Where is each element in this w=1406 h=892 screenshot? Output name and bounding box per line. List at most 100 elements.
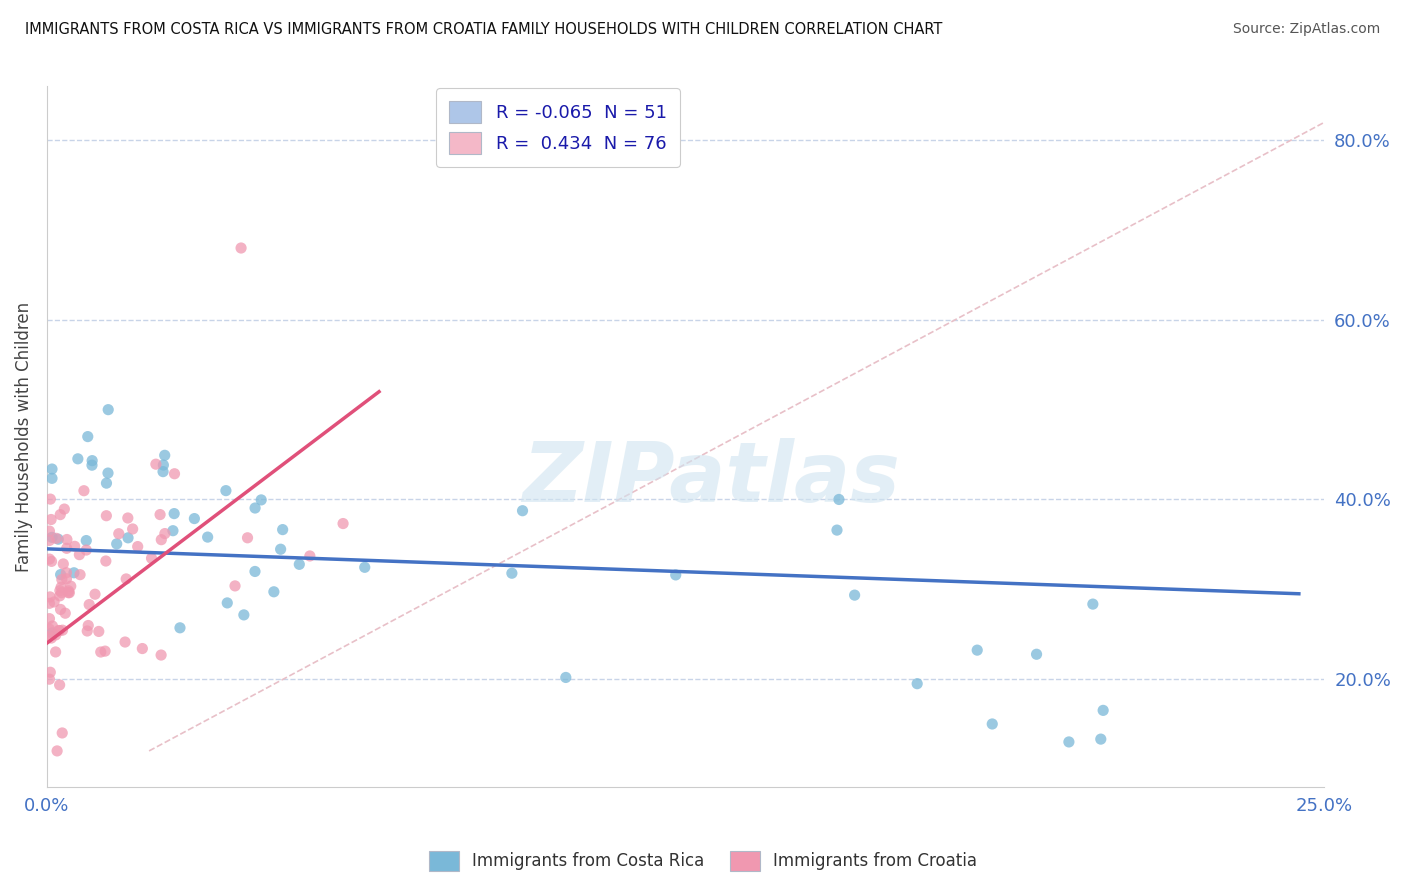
Point	[197, 530, 219, 544]
Point	[501, 566, 523, 581]
Point	[243, 565, 266, 579]
Point	[46, 532, 69, 546]
Point	[131, 641, 153, 656]
Point	[141, 551, 163, 566]
Point	[52, 557, 75, 571]
Point	[825, 523, 848, 537]
Point	[250, 492, 273, 507]
Point	[76, 624, 98, 638]
Point	[77, 598, 100, 612]
Point	[49, 567, 72, 582]
Point	[828, 492, 851, 507]
Point	[51, 726, 73, 740]
Point	[55, 566, 77, 580]
Point	[232, 607, 254, 622]
Point	[69, 567, 91, 582]
Point	[127, 540, 149, 554]
Point	[42, 595, 65, 609]
Point	[96, 476, 118, 491]
Point	[107, 526, 129, 541]
Point	[243, 501, 266, 516]
Point	[114, 635, 136, 649]
Point	[332, 516, 354, 531]
Point	[1057, 735, 1080, 749]
Point	[121, 522, 143, 536]
Point	[96, 508, 118, 523]
Point	[115, 572, 138, 586]
Point	[152, 465, 174, 479]
Point	[1090, 732, 1112, 747]
Point	[162, 524, 184, 538]
Point	[1092, 703, 1115, 717]
Point	[353, 560, 375, 574]
Point	[38, 524, 60, 538]
Legend: R = -0.065  N = 51, R =  0.434  N = 76: R = -0.065 N = 51, R = 0.434 N = 76	[436, 88, 679, 167]
Point	[38, 596, 60, 610]
Point	[981, 717, 1004, 731]
Legend: Immigrants from Costa Rica, Immigrants from Croatia: Immigrants from Costa Rica, Immigrants f…	[420, 842, 986, 880]
Point	[41, 619, 63, 633]
Point	[51, 623, 73, 637]
Point	[150, 648, 173, 662]
Point	[48, 678, 70, 692]
Point	[76, 429, 98, 443]
Point	[53, 606, 76, 620]
Point	[67, 548, 90, 562]
Point	[38, 552, 60, 566]
Point	[97, 466, 120, 480]
Point	[94, 644, 117, 658]
Point	[229, 241, 252, 255]
Point	[51, 585, 73, 599]
Point	[45, 645, 67, 659]
Point	[152, 458, 174, 472]
Point	[49, 508, 72, 522]
Point	[49, 602, 72, 616]
Point	[41, 554, 63, 568]
Point	[224, 579, 246, 593]
Point	[87, 624, 110, 639]
Point	[90, 645, 112, 659]
Point	[63, 539, 86, 553]
Point	[150, 533, 173, 547]
Point	[55, 572, 77, 586]
Point	[38, 672, 60, 686]
Point	[49, 583, 72, 598]
Point	[163, 467, 186, 481]
Point	[56, 533, 79, 547]
Text: Source: ZipAtlas.com: Source: ZipAtlas.com	[1233, 22, 1381, 37]
Point	[41, 530, 63, 544]
Point	[38, 630, 60, 644]
Point	[145, 457, 167, 471]
Point	[966, 643, 988, 657]
Point	[1081, 597, 1104, 611]
Point	[80, 458, 103, 473]
Text: IMMIGRANTS FROM COSTA RICA VS IMMIGRANTS FROM CROATIA FAMILY HOUSEHOLDS WITH CHI: IMMIGRANTS FROM COSTA RICA VS IMMIGRANTS…	[25, 22, 942, 37]
Point	[45, 628, 67, 642]
Point	[149, 508, 172, 522]
Point	[288, 558, 311, 572]
Point	[39, 631, 62, 645]
Point	[63, 566, 86, 580]
Point	[169, 621, 191, 635]
Point	[46, 744, 69, 758]
Point	[665, 568, 688, 582]
Point	[183, 511, 205, 525]
Point	[1025, 647, 1047, 661]
Point	[55, 541, 77, 556]
Point	[49, 589, 72, 603]
Point	[66, 451, 89, 466]
Point	[117, 511, 139, 525]
Point	[117, 531, 139, 545]
Point	[75, 533, 97, 548]
Point	[905, 676, 928, 690]
Point	[51, 573, 73, 587]
Point	[75, 543, 97, 558]
Point	[270, 542, 292, 557]
Point	[39, 512, 62, 526]
Point	[48, 624, 70, 638]
Point	[41, 471, 63, 485]
Point	[217, 596, 239, 610]
Point	[58, 585, 80, 599]
Point	[39, 590, 62, 604]
Point	[53, 502, 76, 516]
